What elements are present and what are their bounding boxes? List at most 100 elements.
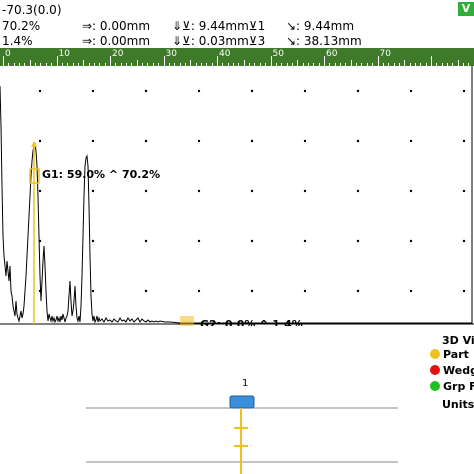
view-index-label: 1: [242, 378, 249, 389]
ruler-tick: [83, 60, 85, 66]
ruler-tick: [404, 60, 406, 66]
grid-dot: [250, 139, 254, 143]
ruler-tick: [158, 63, 160, 66]
ruler-tick: [249, 63, 251, 66]
ruler-tick: [195, 63, 197, 66]
ruler-tick: [40, 63, 42, 66]
ruler-label: 10: [58, 49, 70, 59]
horizontal-ruler: 0 10 20 30 40 50 60 70: [0, 48, 474, 66]
ruler-tick: [393, 63, 395, 66]
ruler-tick: [126, 63, 128, 66]
ruler-tick: [115, 63, 117, 66]
grid-dot: [91, 189, 95, 193]
ruler-tick: [420, 63, 422, 66]
legend-item-group[interactable]: Grp F: [430, 380, 474, 393]
gate2-label: G2: 0.0% ^ 1.4%: [200, 318, 303, 326]
readout-depth-b: ⇓⊻: 0.03mm⊻3: [172, 34, 266, 48]
measurement-readout: -70.3(0.0) 70.2% ⇒: 0.00mm ⇓⊻: 9.44mm⊻1 …: [0, 0, 474, 48]
gate1-handle[interactable]: [29, 168, 40, 184]
grid-dot: [38, 89, 42, 93]
ruler-tick: [152, 63, 154, 66]
legend-item-wedge[interactable]: Wedg: [430, 364, 474, 377]
ruler-tick: [468, 63, 470, 66]
3d-view-canvas: [86, 395, 398, 474]
grid-dot: [356, 289, 360, 293]
ruler-tick: [281, 63, 283, 66]
ruler-tick: [377, 56, 379, 66]
gate1-marker[interactable]: [31, 141, 37, 147]
ruler-tick: [382, 63, 384, 66]
ruler-tick: [110, 56, 111, 66]
grid-dot: [303, 289, 307, 293]
readout-angle: -70.3(0.0): [2, 3, 62, 17]
readout-surface-distance-a: ⇒: 0.00mm: [82, 19, 151, 33]
ascan-view[interactable]: G1: 59.0% ^ 70.2% G2: 0.0% ^ 1.4%: [0, 66, 474, 326]
ruler-label: 70: [379, 49, 391, 59]
ruler-tick: [35, 63, 37, 66]
ruler-tick: [329, 63, 331, 66]
ruler-tick: [104, 63, 106, 66]
grid-dot: [197, 89, 201, 93]
ruler-tick: [238, 63, 240, 66]
probe-wedge[interactable]: [229, 395, 255, 409]
grid-dot: [462, 239, 466, 243]
readout-amplitude-a: 70.2%: [2, 19, 41, 33]
ruler-tick: [3, 56, 4, 66]
ruler-tick: [447, 63, 449, 66]
legend-item-part[interactable]: Part: [430, 348, 469, 361]
grid-dot: [250, 289, 254, 293]
ruler-tick: [67, 63, 69, 66]
ascan-plot: G1: 59.0% ^ 70.2% G2: 0.0% ^ 1.4%: [0, 66, 474, 326]
grid-dot: [91, 139, 95, 143]
grid-dot: [38, 189, 42, 193]
ruler-tick: [259, 63, 261, 66]
ruler-label: 60: [326, 49, 338, 59]
ruler-tick: [184, 63, 186, 66]
group-dot-icon: [430, 381, 440, 391]
grid-dot: [409, 139, 413, 143]
grid-dot: [462, 189, 466, 193]
ruler-tick: [441, 63, 443, 66]
grid-dot: [250, 89, 254, 93]
grid-dot: [144, 89, 148, 93]
grid-dot: [303, 239, 307, 243]
grid-dot: [356, 239, 360, 243]
view-badge[interactable]: V: [458, 2, 474, 16]
ruler-tick: [436, 63, 438, 66]
ruler-tick: [72, 63, 74, 66]
legend-units: Units: [442, 398, 474, 411]
ruler-tick: [190, 60, 192, 66]
ruler-tick: [77, 63, 79, 66]
ruler-tick: [136, 60, 138, 66]
ruler-tick: [179, 63, 181, 66]
grid-dot: [38, 139, 42, 143]
ruler-tick: [19, 63, 21, 66]
ruler-tick: [227, 63, 229, 66]
ruler-tick: [168, 63, 170, 66]
wedge-dot-icon: [430, 365, 440, 375]
grid-dot: [462, 89, 466, 93]
ruler-tick: [8, 63, 10, 66]
ruler-tick: [24, 63, 26, 66]
grid-dot: [197, 139, 201, 143]
ruler-tick: [334, 63, 336, 66]
ruler-tick: [291, 63, 293, 66]
ruler-tick: [431, 56, 432, 66]
3d-view-panel[interactable]: [0, 326, 474, 474]
ruler-tick: [200, 63, 202, 66]
readout-surface-distance-b: ⇒: 0.00mm: [82, 34, 151, 48]
grid-dot: [409, 189, 413, 193]
grid-dot: [462, 139, 466, 143]
grid-dot: [303, 189, 307, 193]
ruler-tick: [388, 63, 390, 66]
grid-dot: [303, 89, 307, 93]
grid-dot: [144, 189, 148, 193]
ruler-tick: [463, 63, 465, 66]
grid-dot: [303, 139, 307, 143]
ruler-tick: [324, 56, 325, 66]
gate2-handle[interactable]: [180, 316, 194, 326]
ruler-label: 40: [219, 49, 231, 59]
grid-dot: [356, 189, 360, 193]
grid-dot: [144, 289, 148, 293]
ascan-trace: [0, 85, 472, 324]
